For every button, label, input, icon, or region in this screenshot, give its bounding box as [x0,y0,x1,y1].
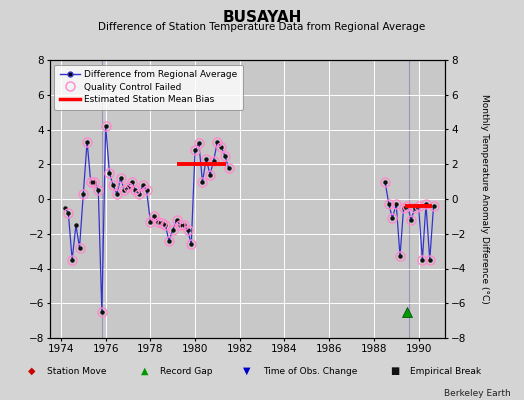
Text: Record Gap: Record Gap [160,366,213,376]
Y-axis label: Monthly Temperature Anomaly Difference (°C): Monthly Temperature Anomaly Difference (… [480,94,489,304]
Text: ▲: ▲ [140,366,148,376]
Text: Empirical Break: Empirical Break [410,366,481,376]
Text: Time of Obs. Change: Time of Obs. Change [263,366,357,376]
Text: Station Move: Station Move [47,366,107,376]
Text: ◆: ◆ [28,366,35,376]
Text: ▼: ▼ [243,366,251,376]
Text: Berkeley Earth: Berkeley Earth [444,389,511,398]
Text: Difference of Station Temperature Data from Regional Average: Difference of Station Temperature Data f… [99,22,425,32]
Legend: Difference from Regional Average, Quality Control Failed, Estimated Station Mean: Difference from Regional Average, Qualit… [54,64,243,110]
Text: ■: ■ [390,366,400,376]
Text: BUSAYAH: BUSAYAH [222,10,302,25]
